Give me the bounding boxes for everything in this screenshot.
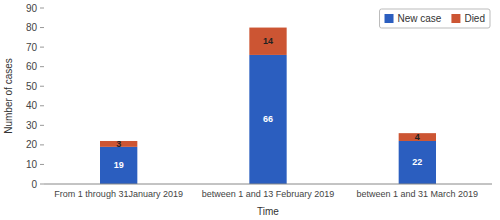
bar-segment: [249, 55, 286, 184]
data-label: 19: [114, 160, 124, 170]
x-tick-label: From 1 through 31January 2019: [54, 189, 183, 199]
y-tick-label: 10: [26, 159, 38, 170]
x-axis-title: Time: [257, 206, 279, 217]
y-axis-title: Number of cases: [3, 58, 14, 134]
legend-frame: [380, 9, 490, 28]
y-tick-label: 40: [26, 100, 38, 111]
y-tick-label: 60: [26, 61, 38, 72]
x-axis-line: [44, 184, 492, 185]
y-tick-label: 80: [26, 22, 38, 33]
y-tick: [40, 66, 44, 67]
bar-segment: [399, 141, 436, 184]
bar-segment: [249, 28, 286, 55]
y-tick: [40, 47, 44, 48]
y-tick: [40, 164, 44, 165]
y-tick: [40, 125, 44, 126]
y-tick-label: 50: [26, 81, 38, 92]
data-label: 3: [116, 139, 121, 149]
legend: New case Died: [380, 9, 490, 28]
bars: [100, 28, 436, 184]
y-tick-label: 90: [26, 3, 38, 14]
y-tick-label: 30: [26, 120, 38, 131]
y-tick: [40, 8, 44, 9]
y-tick-label: 70: [26, 42, 38, 53]
y-tick-label: 20: [26, 139, 38, 150]
data-label: 66: [263, 114, 273, 124]
legend-label: New case: [398, 13, 442, 24]
x-tick-label: between 1 and 13 February 2019: [202, 189, 335, 199]
data-label: 14: [263, 36, 273, 46]
data-label: 22: [412, 157, 422, 167]
data-label: 4: [415, 132, 420, 142]
legend-swatch: [451, 14, 460, 23]
y-tick: [40, 86, 44, 87]
y-tick: [40, 105, 44, 106]
chart: 0 10 20 30 40 50 60 70 80 90 19 3 66 14 22 4 From 1 thro…: [0, 0, 500, 220]
legend-label: Died: [464, 13, 485, 24]
y-tick: [40, 27, 44, 28]
bar-segment: [100, 147, 137, 184]
legend-swatch: [385, 14, 394, 23]
y-tick: [40, 144, 44, 145]
y-tick-label: 0: [31, 179, 37, 190]
y-tick: [40, 184, 44, 185]
x-tick-label: between 1 and 31 March 2019: [357, 189, 479, 199]
